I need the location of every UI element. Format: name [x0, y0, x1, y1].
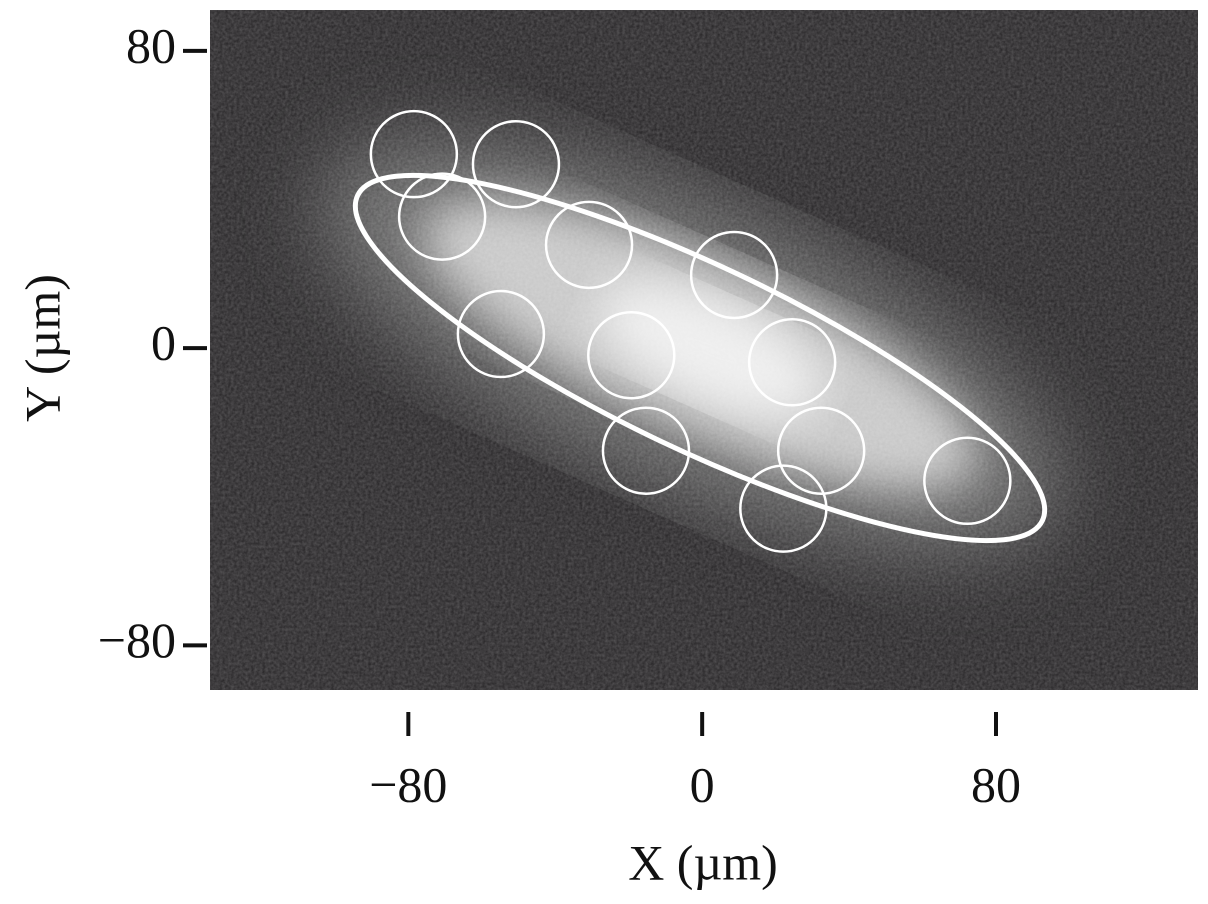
vortex-marker	[776, 406, 866, 495]
y-tick-label: 0	[151, 315, 176, 371]
vortex-marker	[689, 230, 779, 320]
vortex-marker	[397, 172, 487, 261]
x-tick-label: −80	[369, 756, 447, 812]
vortex-marker	[739, 464, 828, 553]
vortex-marker	[471, 119, 561, 209]
y-tick-label: −80	[98, 612, 176, 668]
x-tick-label: 0	[690, 756, 715, 812]
vortex-marker	[456, 289, 546, 379]
vortex-marker	[369, 109, 459, 199]
image	[210, 10, 1198, 690]
vortex-marker	[747, 318, 837, 407]
y-axis-label: Y (µm)	[14, 274, 70, 422]
x-tick-label: 80	[971, 756, 1021, 812]
vortex-marker	[587, 310, 676, 400]
y-tick-label: 80	[126, 17, 176, 73]
vortex-marker	[923, 436, 1012, 526]
vortex-marker	[544, 200, 634, 290]
vortex-marker	[601, 406, 691, 495]
x-axis-label: X (µm)	[628, 834, 778, 890]
cloud-outline	[352, 172, 1048, 544]
